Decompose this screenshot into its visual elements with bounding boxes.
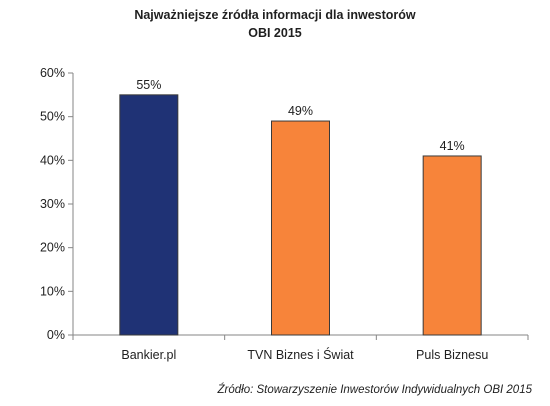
data-label: 41% [440,139,465,153]
category-label: Bankier.pl [121,348,176,362]
y-tick-label: 60% [40,66,65,80]
chart-title-line-2: OBI 2015 [248,26,302,40]
y-tick-label: 40% [40,153,65,167]
chart-title: Najważniejsze źródła informacji dla inwe… [0,6,550,42]
y-tick-label: 30% [40,197,65,211]
source-note: Źródło: Stowarzyszenie Inwestorów Indywi… [217,384,533,396]
data-label: 49% [288,104,313,118]
chart-title-line-1: Najważniejsze źródła informacji dla inwe… [134,8,416,22]
y-tick-label: 20% [40,241,65,255]
bar [119,94,179,336]
y-tick-label: 50% [40,110,65,124]
bar [271,120,330,336]
y-tick-label: 10% [40,284,65,298]
bar [422,155,482,336]
category-label: Puls Biznesu [416,348,488,362]
y-tick-label: 0% [47,328,65,342]
data-label: 55% [136,78,161,92]
category-label: TVN Biznes i Świat [247,347,354,362]
